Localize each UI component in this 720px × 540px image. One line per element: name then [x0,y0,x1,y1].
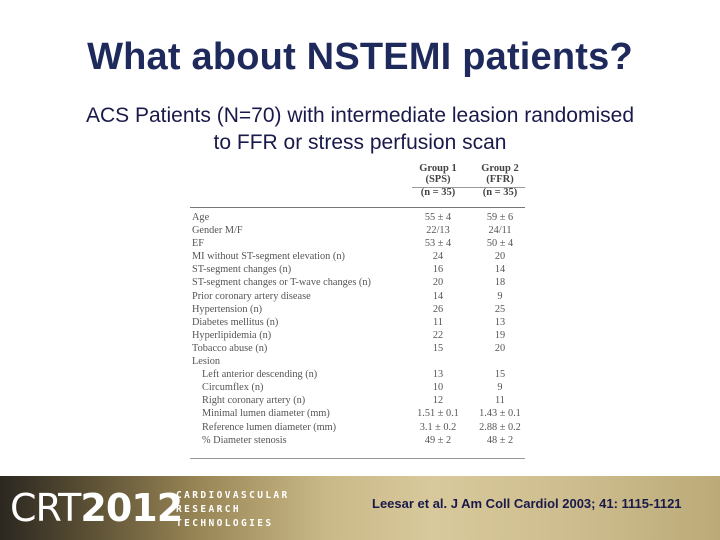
row-label: Lesion [192,356,221,368]
table-header: Group 1 (SPS) (n = 35) Group 2 (FFR) (n … [190,163,530,208]
table-row: % Diameter stenosis 49 ± 2 48 ± 2 [190,434,530,447]
group-1-value: 14 [432,290,444,302]
table-row: EF 53 ± 4 50 ± 4 [190,237,530,250]
slide-title: What about NSTEMI patients? [87,36,633,78]
table-row: ST-segment changes or T-wave changes (n)… [190,276,530,289]
footer-banner [0,476,720,540]
group-2-value: 48 ± 2 [486,434,514,446]
group-2-value: 18 [494,277,506,289]
group-2-method: (FFR) [486,174,514,185]
table-row: MI without ST-segment elevation (n) 24 20 [190,250,530,263]
row-label: Reference lumen diameter (mm) [202,421,337,433]
logo-tagline: CARDIOVASCULAR RESEARCH TECHNOLOGIES [176,489,290,531]
table-row: Minimal lumen diameter (mm) 1.51 ± 0.1 1.4… [190,407,530,420]
table-row: Right coronary artery (n) 12 11 [190,394,530,407]
row-label: EF [192,238,205,250]
group-1-n: (n = 35) [420,187,456,198]
header-divider [412,187,525,188]
group-1-value: 24 [432,251,444,263]
group-1-header: Group 1 (SPS) (n = 35) [408,163,468,198]
logo-year-text: 2012 [80,486,183,530]
group-2-value: 24/11 [488,225,512,237]
logo-line-1: CARDIOVASCULAR [176,490,290,501]
group-2-name: Group 2 [481,163,519,174]
group-2-value: 13 [494,316,506,328]
group-1-value: 13 [432,369,444,381]
group-2-value: 15 [494,369,506,381]
logo-line-3: TECHNOLOGIES [176,518,274,529]
group-1-value: 53 ± 4 [424,238,452,250]
row-label: Hypertension (n) [192,303,263,315]
group-1-value: 55 ± 4 [424,212,452,223]
group-2-value: 9 [497,382,503,394]
group-2-value: 1.43 ± 0.1 [479,408,521,420]
table-row: Hyperlipidemia (n) 22 19 [190,329,530,342]
group-2-value: 50 ± 4 [486,238,514,250]
group-2-n: (n = 35) [482,187,518,198]
group-2-value: 19 [494,329,506,341]
table-row: Prior coronary artery disease 14 9 [190,290,530,303]
group-2-value: 20 [494,251,506,263]
table-row: Age 55 ± 4 59 ± 6 [190,211,530,224]
row-label: Diabetes mellitus (n) [192,316,279,328]
row-label: MI without ST-segment elevation (n) [192,251,345,263]
bottom-rule [190,458,525,459]
group-2-value: 20 [494,342,506,354]
baseline-characteristics-table: Group 1 (SPS) (n = 35) Group 2 (FFR) (n … [190,163,530,463]
row-label: Minimal lumen diameter (mm) [202,408,330,420]
group-2-value: 2.88 ± 0.2 [479,421,521,433]
row-label: % Diameter stenosis [202,434,287,446]
group-2-value: 11 [495,395,505,407]
group-1-value: 1.51 ± 0.1 [417,408,459,420]
group-2-value: 25 [494,303,506,315]
table-row: Gender M/F 22/13 24/11 [190,224,530,237]
table-row: Left anterior descending (n) 13 15 [190,368,530,381]
table-row: Hypertension (n) 26 25 [190,303,530,316]
group-1-value: 16 [432,264,444,276]
crt-logo: CRT2012 [10,486,183,530]
table-row: Reference lumen diameter (mm) 3.1 ± 0.2 2.… [190,421,530,434]
citation: Leesar et al. J Am Coll Cardiol 2003; 41… [372,496,682,511]
group-2-header: Group 2 (FFR) (n = 35) [470,163,530,198]
group-2-value: 14 [494,264,506,276]
row-label: Left anterior descending (n) [202,369,318,381]
group-1-value: 22 [432,329,444,341]
group-1-value: 12 [432,395,444,407]
table-row: Tobacco abuse (n) 15 20 [190,342,530,355]
logo-crt-text: CRT [10,486,81,530]
row-label: Tobacco abuse (n) [192,342,268,354]
row-label: Circumflex (n) [202,382,264,394]
row-label: Hyperlipidemia (n) [192,329,272,341]
group-1-value: 20 [432,277,444,289]
row-label: Gender M/F [192,225,243,237]
row-label: Right coronary artery (n) [202,395,306,407]
group-2-value: 9 [497,290,503,302]
group-1-value: 11 [433,316,443,328]
group-1-value: 10 [432,382,444,394]
subtitle-line-2: to FFR or stress perfusion scan [213,131,507,154]
group-1-name: Group 1 [419,163,457,174]
logo-line-2: RESEARCH [176,504,241,515]
group-1-value: 3.1 ± 0.2 [419,421,457,433]
group-1-value: 26 [432,303,444,315]
table-row: Circumflex (n) 10 9 [190,381,530,394]
group-1-value: 22/13 [426,225,450,237]
row-label: ST-segment changes (n) [192,264,292,276]
subtitle-line-1: ACS Patients (N=70) with intermediate le… [85,104,635,127]
table-row: Diabetes mellitus (n) 11 13 [190,316,530,329]
group-1-value: 49 ± 2 [424,434,452,446]
row-label: Age [192,212,210,223]
table-row: ST-segment changes (n) 16 14 [190,263,530,276]
table-row: Lesion [190,355,530,368]
group-1-value: 15 [432,342,444,354]
slide-subtitle: ACS Patients (N=70) with intermediate le… [20,102,700,156]
group-1-method: (SPS) [425,174,451,185]
header-rule [190,207,525,208]
row-label: Prior coronary artery disease [192,290,311,302]
table-body: Age 55 ± 4 59 ± 6 Gender M/F 22/13 24/11 EF 53 … [190,211,530,447]
group-2-value: 59 ± 6 [486,212,514,223]
row-label: ST-segment changes or T-wave changes (n) [192,277,371,289]
